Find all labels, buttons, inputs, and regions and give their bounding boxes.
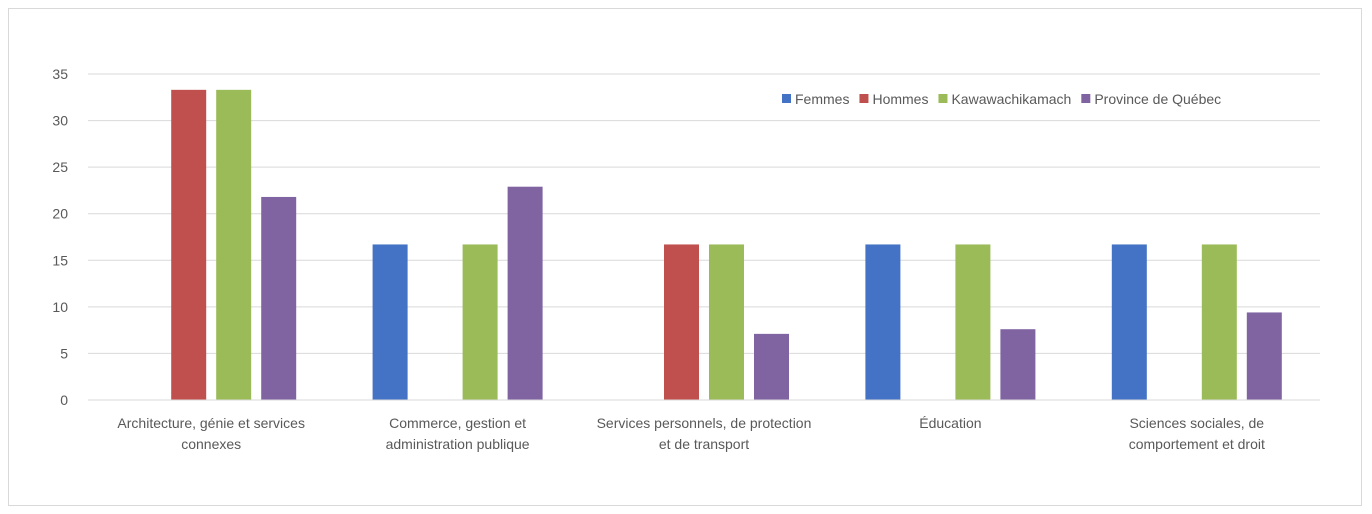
y-tick-label: 30 bbox=[52, 113, 68, 129]
y-tick-label: 35 bbox=[52, 66, 68, 82]
bars bbox=[171, 89, 1282, 400]
legend-label: Hommes bbox=[872, 91, 928, 107]
bar-femmes-1 bbox=[372, 244, 408, 400]
bar-province-de-qu-bec-3 bbox=[1000, 329, 1036, 400]
bar-province-de-qu-bec-1 bbox=[507, 186, 543, 400]
bar-kawawachikamach-3 bbox=[955, 244, 991, 400]
y-tick-label: 10 bbox=[52, 299, 68, 315]
y-tick-label: 15 bbox=[52, 252, 68, 268]
legend-swatch bbox=[859, 94, 869, 103]
category-label: Sciences sociales, de comportement et dro… bbox=[1129, 415, 1265, 452]
category-label: Services personnels, de protection et de … bbox=[597, 415, 812, 452]
y-tick-label: 20 bbox=[52, 206, 68, 222]
bar-kawawachikamach-1 bbox=[462, 244, 498, 400]
legend-swatch bbox=[782, 94, 791, 103]
bar-femmes-3 bbox=[865, 244, 901, 400]
bar-hommes-2 bbox=[664, 244, 699, 400]
bar-kawawachikamach-0 bbox=[216, 89, 252, 400]
legend-swatch bbox=[1081, 94, 1091, 103]
bar-province-de-qu-bec-0 bbox=[261, 196, 297, 400]
legend-label: Province de Québec bbox=[1094, 91, 1221, 107]
y-tick-label: 0 bbox=[60, 392, 68, 408]
bar-kawawachikamach-4 bbox=[1201, 244, 1237, 400]
category-labels: Architecture, génie et services connexes C… bbox=[117, 415, 1265, 452]
category-label: Éducation bbox=[919, 415, 981, 431]
legend-label: Kawawachikamach bbox=[951, 91, 1071, 107]
y-tick-label: 25 bbox=[52, 159, 68, 175]
bar-hommes-0 bbox=[171, 89, 207, 400]
y-tick-label: 5 bbox=[60, 345, 68, 361]
legend-label: Femmes bbox=[795, 91, 849, 107]
bar-province-de-qu-bec-4 bbox=[1246, 312, 1282, 400]
bar-kawawachikamach-2 bbox=[709, 244, 744, 400]
bar-province-de-qu-bec-2 bbox=[754, 333, 789, 400]
category-label: Commerce, gestion et administration publi… bbox=[386, 415, 530, 452]
legend-swatch bbox=[938, 94, 948, 103]
category-label: Architecture, génie et services connexes bbox=[117, 415, 305, 452]
y-axis-ticks: 0 5 10 15 20 25 30 35 bbox=[52, 66, 68, 408]
legend: Femmes Hommes Kawawachikamach Province de Q… bbox=[782, 91, 1221, 107]
bar-femmes-4 bbox=[1111, 244, 1147, 400]
